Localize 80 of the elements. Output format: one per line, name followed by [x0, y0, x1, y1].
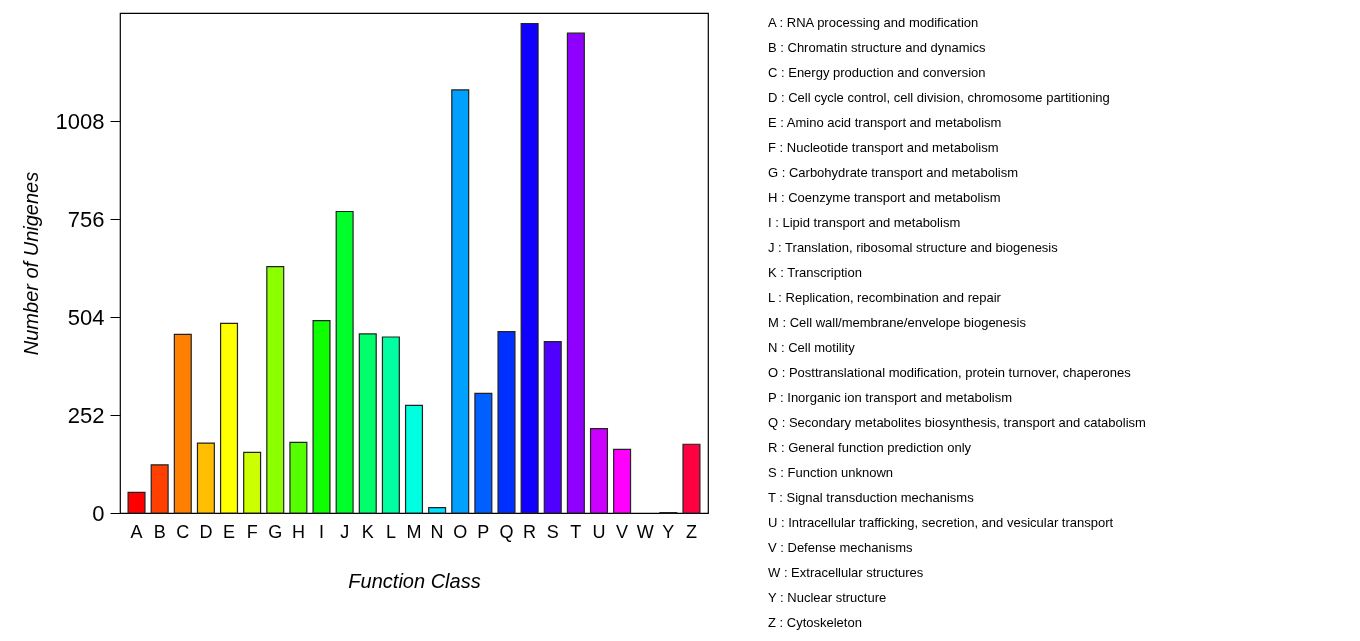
text: B : Chromatin structure and dynamics — [768, 40, 986, 55]
bar — [312, 320, 331, 514]
text: C : Energy production and conversion — [768, 65, 986, 80]
bar — [428, 506, 447, 514]
bar — [196, 442, 215, 514]
text: H : Coenzyme transport and metabolism — [768, 190, 1001, 205]
text: P : Inorganic ion transport and metabolism — [768, 390, 1013, 405]
x-tick-label: Q — [499, 521, 514, 542]
x-tick-label: F — [246, 521, 258, 542]
y-tick-label: 252 — [67, 402, 105, 428]
x-tick-label: Y — [662, 521, 675, 542]
x-tick-label: C — [176, 521, 190, 542]
x-tick-label: O — [453, 521, 468, 542]
text: I : Lipid transport and metabolism — [768, 215, 961, 230]
text: S : Function unknown — [768, 465, 894, 480]
x-tick-label: W — [636, 521, 654, 542]
x-tick-label: E — [223, 521, 236, 542]
x-tick-label: U — [592, 521, 606, 542]
x-tick-label: Z — [685, 521, 697, 542]
bar — [150, 464, 169, 514]
y-tick-label: 504 — [67, 304, 105, 330]
text: D : Cell cycle control, cell division, chromosome partitioning — [768, 90, 1110, 105]
bar — [266, 266, 285, 514]
bar — [682, 443, 701, 514]
bar — [543, 341, 562, 514]
text: N : Cell motility — [768, 340, 856, 355]
text: Z : Cytoskeleton — [768, 615, 862, 630]
bar — [381, 336, 400, 514]
text: L : Replication, recombination and repair — [768, 290, 1002, 305]
y-tick-label: 0 — [92, 500, 105, 526]
x-tick-label: J — [340, 521, 350, 542]
text: T : Signal transduction mechanisms — [768, 490, 975, 505]
x-tick-label: H — [291, 521, 305, 542]
x-tick-label: R — [523, 521, 537, 542]
text: A : RNA processing and modification — [768, 15, 979, 30]
x-tick-label: A — [130, 521, 143, 542]
bar — [243, 451, 262, 514]
text: O : Posttranslational modification, protein turnover, chaperones — [768, 365, 1132, 380]
x-tick-label: B — [153, 521, 166, 542]
bar — [289, 441, 308, 514]
text: G : Carbohydrate transport and metabolism — [768, 165, 1019, 180]
text: R : General function prediction only — [768, 440, 972, 455]
bar — [451, 89, 470, 514]
text: E : Amino acid transport and metabolism — [768, 115, 1002, 130]
x-tick-label: S — [546, 521, 559, 542]
text: M : Cell wall/membrane/envelope biogenesis — [768, 315, 1027, 330]
text: J : Translation, ribosomal structure and biogenesis — [768, 240, 1059, 255]
x-tick-label: D — [199, 521, 213, 542]
y-axis-title: Number of Unigenes — [19, 171, 42, 356]
bar — [613, 448, 632, 514]
x-tick-label: T — [570, 521, 582, 542]
bar — [404, 404, 424, 514]
text: U : Intracellular trafficking, secretion, and vesicular transport — [768, 515, 1114, 530]
bar — [358, 333, 377, 514]
text: K : Transcription — [768, 265, 862, 280]
x-tick-label: M — [406, 521, 422, 542]
bar — [474, 392, 493, 514]
x-tick-label: G — [268, 521, 283, 542]
x-tick-label: N — [430, 521, 444, 542]
bar — [497, 330, 516, 514]
x-axis-title: Function Class — [348, 569, 481, 592]
bar — [335, 210, 354, 514]
text: Q : Secondary metabolites biosynthesis, transport and catabolism — [768, 415, 1146, 430]
bar — [589, 428, 609, 514]
text: W : Extracellular structures — [768, 565, 924, 580]
x-tick-label: L — [385, 521, 396, 542]
text: Y : Nuclear structure — [768, 590, 887, 605]
x-tick-label: P — [477, 521, 490, 542]
bar — [520, 22, 539, 514]
text: F : Nucleotide transport and metabolism — [768, 140, 999, 155]
bar — [219, 322, 239, 514]
bar — [173, 333, 192, 514]
x-tick-label: K — [361, 521, 374, 542]
y-tick-label: 1008 — [55, 108, 105, 134]
y-tick-label: 756 — [67, 206, 105, 232]
text: V : Defense mechanisms — [768, 540, 913, 555]
bar — [566, 32, 585, 514]
x-tick-label: I — [319, 521, 325, 542]
x-tick-label: V — [616, 521, 629, 542]
bar — [127, 491, 146, 514]
